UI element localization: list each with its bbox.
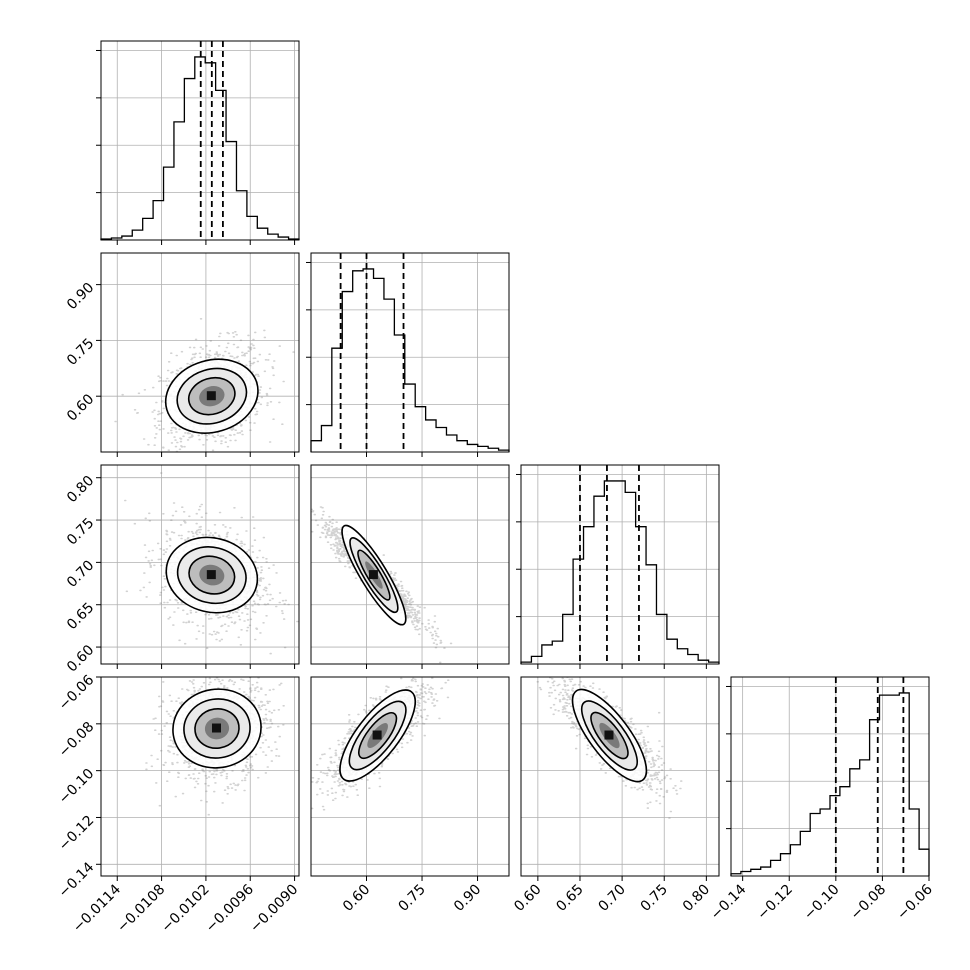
x-tick-label: −0.12 bbox=[754, 882, 796, 924]
panel-frame bbox=[310, 464, 510, 665]
panel-frame bbox=[520, 676, 720, 877]
y-tick-label: 0.80 bbox=[64, 473, 97, 506]
histogram-panel-1 bbox=[96, 40, 300, 241]
panel-frame bbox=[100, 40, 300, 241]
y-tick-label: 0.65 bbox=[64, 600, 97, 633]
y-tick-label: 0.90 bbox=[64, 280, 97, 313]
density-peak bbox=[206, 570, 216, 580]
y-tick-label: 0.60 bbox=[64, 391, 97, 424]
x-tick-label: −0.08 bbox=[848, 882, 890, 924]
scatter-panel-2-4 bbox=[310, 676, 510, 877]
panel-frame bbox=[310, 252, 510, 453]
x-tick-label: 0.60 bbox=[340, 882, 373, 915]
panel-frame bbox=[520, 464, 720, 665]
y-tick-label: 0.60 bbox=[64, 642, 97, 675]
x-tick-label: −0.14 bbox=[708, 881, 750, 923]
histogram-series bbox=[520, 480, 720, 664]
panel-frame bbox=[100, 676, 300, 877]
x-tick-label: 0.75 bbox=[638, 882, 671, 915]
histogram-panel-3 bbox=[516, 464, 720, 665]
scatter-panel-1-3 bbox=[100, 464, 300, 665]
density-peak bbox=[206, 391, 216, 401]
panel-frame bbox=[100, 464, 300, 665]
x-tick-label: 0.80 bbox=[680, 882, 713, 915]
x-tick-label: −0.0090 bbox=[247, 882, 301, 936]
panel-frame bbox=[100, 252, 300, 453]
y-tick-label: −0.12 bbox=[56, 813, 98, 855]
x-tick-label: −0.10 bbox=[801, 882, 843, 924]
x-tick-label: 0.90 bbox=[451, 882, 484, 915]
x-tick-label: 0.75 bbox=[396, 882, 429, 915]
y-tick-label: −0.10 bbox=[56, 766, 98, 808]
scatter-panel-1-2 bbox=[100, 252, 300, 453]
density-peak bbox=[211, 723, 221, 733]
scatter-panel-2-3 bbox=[310, 464, 510, 665]
density-peak bbox=[372, 730, 382, 740]
panel-frame bbox=[730, 676, 930, 877]
x-tick-label: 0.65 bbox=[553, 882, 586, 915]
x-tick-label: 0.60 bbox=[511, 882, 544, 915]
y-tick-label: −0.14 bbox=[56, 859, 98, 901]
density-peak bbox=[604, 730, 614, 740]
x-tick-label: 0.70 bbox=[596, 882, 629, 915]
y-tick-label: 0.75 bbox=[64, 515, 97, 548]
y-tick-label: −0.08 bbox=[56, 719, 98, 761]
histogram-panel-4 bbox=[726, 676, 930, 877]
y-tick-label: −0.06 bbox=[56, 672, 98, 714]
panel-frame bbox=[310, 676, 510, 877]
histogram-series bbox=[310, 268, 510, 452]
y-tick-label: 0.75 bbox=[64, 335, 97, 368]
density-peak bbox=[368, 570, 378, 580]
scatter-panel-1-4 bbox=[100, 676, 300, 877]
histogram-panel-2 bbox=[306, 252, 510, 453]
scatter-panel-3-4 bbox=[520, 676, 720, 877]
histogram-series bbox=[730, 692, 930, 876]
y-tick-label: 0.70 bbox=[64, 557, 97, 590]
x-tick-label: −0.06 bbox=[894, 881, 936, 923]
